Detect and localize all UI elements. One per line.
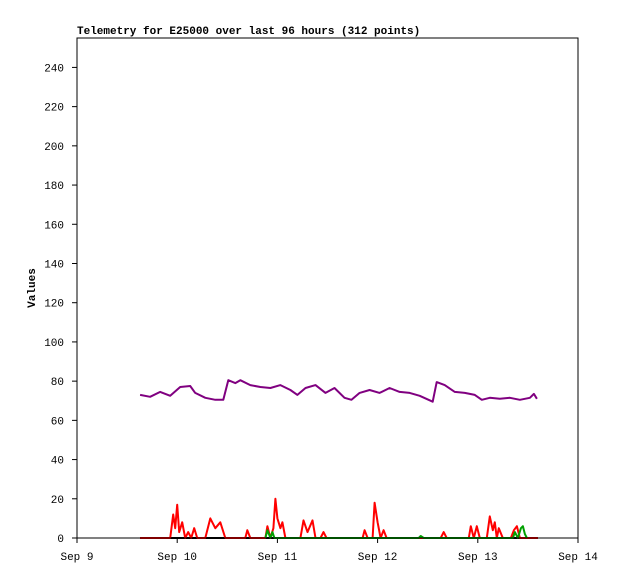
y-tick-label: 0 <box>57 534 64 546</box>
y-tick-label: 180 <box>44 181 64 193</box>
y-tick-label: 100 <box>44 338 64 350</box>
x-tick-label: Sep 12 <box>358 552 398 564</box>
chart-title: Telemetry for E25000 over last 96 hours … <box>77 26 420 38</box>
y-tick-label: 220 <box>44 103 64 115</box>
y-tick-label: 160 <box>44 220 64 232</box>
y-tick-label: 60 <box>51 416 64 428</box>
y-tick-label: 240 <box>44 63 64 75</box>
y-tick-label: 140 <box>44 259 64 271</box>
y-tick-label: 120 <box>44 299 64 311</box>
series-line <box>140 497 538 539</box>
y-tick-label: 20 <box>51 495 64 507</box>
x-tick-label: Sep 9 <box>60 552 93 564</box>
y-tick-label: 40 <box>51 456 64 468</box>
x-tick-label: Sep 13 <box>458 552 498 564</box>
y-tick-label: 80 <box>51 377 64 389</box>
x-tick-label: Sep 14 <box>558 552 598 564</box>
x-tick-label: Sep 11 <box>258 552 298 564</box>
series-line <box>139 379 538 403</box>
x-tick-label: Sep 10 <box>157 552 197 564</box>
y-axis-label: Values <box>27 268 39 308</box>
y-tick-label: 200 <box>44 142 64 154</box>
plot-border <box>76 37 579 539</box>
